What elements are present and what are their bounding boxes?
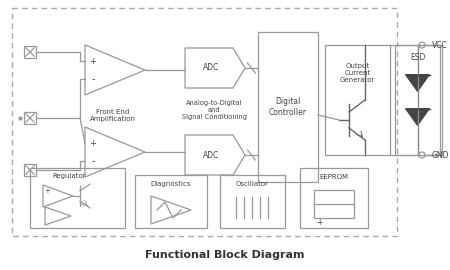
Text: ESD: ESD <box>410 52 425 62</box>
Text: Analog-to-Digital
and
Signal Conditioning: Analog-to-Digital and Signal Conditionin… <box>181 100 247 120</box>
Polygon shape <box>405 75 429 92</box>
Text: +: + <box>90 56 96 66</box>
Text: -: - <box>91 74 95 84</box>
Polygon shape <box>185 48 245 88</box>
Text: Front End
Amplification: Front End Amplification <box>90 109 136 122</box>
Polygon shape <box>43 185 73 207</box>
Text: Digital
Controller: Digital Controller <box>269 97 307 117</box>
Polygon shape <box>151 196 191 224</box>
Bar <box>395 45 440 155</box>
Text: Regulator: Regulator <box>52 173 86 179</box>
Polygon shape <box>85 45 145 95</box>
Bar <box>220 175 285 228</box>
Text: Functional Block Diagram: Functional Block Diagram <box>145 250 305 260</box>
Text: ADC: ADC <box>203 150 219 160</box>
Bar <box>30 168 125 228</box>
Text: +: + <box>44 188 50 194</box>
Polygon shape <box>85 127 145 177</box>
Polygon shape <box>405 109 429 125</box>
Bar <box>135 175 207 228</box>
Text: EEPROM: EEPROM <box>320 174 348 180</box>
Text: Oscillator: Oscillator <box>236 181 269 187</box>
Bar <box>300 168 368 228</box>
Text: Output
Current
Generator: Output Current Generator <box>340 63 375 83</box>
Bar <box>258 32 318 182</box>
Polygon shape <box>45 207 71 225</box>
Polygon shape <box>185 135 245 175</box>
Bar <box>24 46 36 58</box>
Bar <box>314 190 354 218</box>
Circle shape <box>419 152 425 158</box>
Bar <box>325 45 390 155</box>
Text: Diagnostics: Diagnostics <box>151 181 191 187</box>
Text: ADC: ADC <box>203 63 219 73</box>
Text: -: - <box>91 156 95 166</box>
Text: GND: GND <box>432 150 450 160</box>
Text: VCC: VCC <box>432 40 448 49</box>
Circle shape <box>419 42 425 48</box>
Text: +: + <box>316 218 322 227</box>
Text: +: + <box>90 139 96 147</box>
Bar <box>24 112 36 124</box>
Bar <box>24 164 36 176</box>
Bar <box>12 8 397 236</box>
